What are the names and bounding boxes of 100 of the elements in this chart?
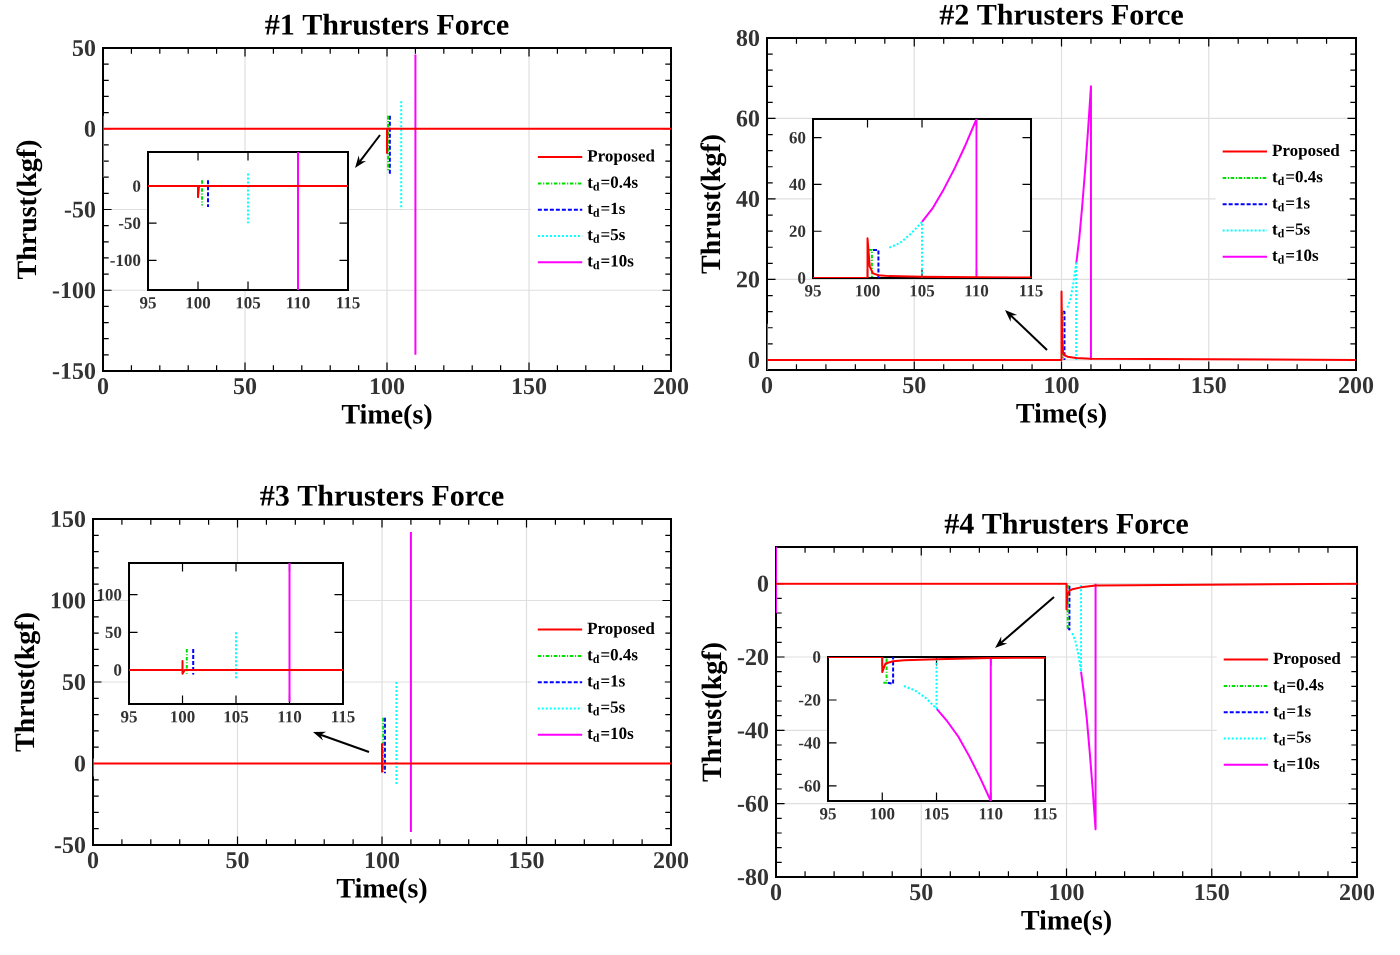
x-tick-label: 105 xyxy=(925,808,949,820)
y-tick-label: 0 xyxy=(748,351,760,369)
x-tick-label: 115 xyxy=(337,297,360,309)
y-axis-title: Thrust(kgf) xyxy=(700,135,727,274)
legend-label: t$_{d}$=1s xyxy=(1272,197,1310,212)
legend-label: t$_{d}$=0.4s xyxy=(1272,170,1323,186)
y-tick-label: -40 xyxy=(737,722,769,739)
y-tick-label: 60 xyxy=(736,110,760,127)
x-axis-title: Time(s) xyxy=(1021,909,1111,936)
x-tick-label: 105 xyxy=(224,711,249,723)
x-tick-label: 100 xyxy=(856,285,880,297)
legend-label: Proposed xyxy=(587,149,655,166)
y-tick-label: -50 xyxy=(118,217,141,229)
x-tick-label: 150 xyxy=(1195,884,1229,901)
y-tick-label: -100 xyxy=(52,282,96,299)
y-tick-label: 0 xyxy=(114,664,122,676)
y-tick-label: -50 xyxy=(54,836,86,854)
chart-title: #1 Thrusters Force xyxy=(265,13,509,35)
y-tick-label: 0 xyxy=(74,755,86,772)
line-series xyxy=(813,237,1032,278)
y-tick-label: 50 xyxy=(105,626,122,639)
chart-title: #2 Thrusters Force xyxy=(939,3,1183,25)
y-tick-label: 0 xyxy=(84,120,96,137)
x-axis-title: Time(s) xyxy=(1016,402,1106,429)
y-tick-label: 100 xyxy=(97,588,122,601)
y-tick-label: 0 xyxy=(798,272,806,284)
x-tick-label: 150 xyxy=(510,852,544,869)
line-series xyxy=(1066,262,1078,361)
y-tick-label: 0 xyxy=(813,651,821,663)
x-tick-label: 115 xyxy=(332,711,355,723)
x-tick-label: 200 xyxy=(1339,377,1374,394)
line-series xyxy=(776,582,1358,611)
line-series xyxy=(828,657,1046,674)
y-axis-title: Thrust(kgf) xyxy=(16,140,43,280)
line-series xyxy=(935,657,992,801)
line-series xyxy=(902,657,938,710)
y-tick-label: 40 xyxy=(736,190,760,208)
y-tick-label: 100 xyxy=(51,592,86,609)
x-tick-label: 100 xyxy=(171,711,195,723)
y-tick-label: 80 xyxy=(736,29,760,47)
legend-label: t$_{d}$=0.4s xyxy=(1273,678,1324,694)
legend-label: t$_{d}$=5s xyxy=(1272,223,1310,238)
x-tick-label: 110 xyxy=(278,711,302,723)
x-tick-label: 50 xyxy=(233,378,257,395)
y-tick-label: -100 xyxy=(110,254,141,267)
x-tick-label: 115 xyxy=(1034,808,1057,820)
y-tick-label: 0 xyxy=(757,575,769,592)
line-series xyxy=(1071,582,1083,673)
x-tick-label: 0 xyxy=(770,884,782,901)
x-tick-label: 200 xyxy=(1340,884,1375,901)
y-axis-title: Thrust(kgf) xyxy=(14,613,41,752)
legend-label: t$_{d}$=0.4s xyxy=(587,176,638,191)
y-tick-label: 20 xyxy=(736,271,760,288)
x-tick-label: 95 xyxy=(139,297,156,309)
legend-label: t$_{d}$=5s xyxy=(587,701,625,716)
y-tick-label: -40 xyxy=(798,737,821,749)
y-axis-title: Thrust(kgf) xyxy=(701,643,728,782)
y-tick-label: 60 xyxy=(789,131,806,144)
y-tick-label: -150 xyxy=(52,362,96,380)
x-tick-label: 115 xyxy=(1020,285,1043,297)
x-tick-label: 50 xyxy=(910,884,933,901)
legend-label: Proposed xyxy=(587,622,655,638)
legend-label: t$_{d}$=5s xyxy=(587,228,625,243)
legend-label: t$_{d}$=1s xyxy=(1273,705,1311,720)
line-series xyxy=(921,118,978,278)
y-tick-label: -20 xyxy=(798,694,821,706)
x-tick-label: 95 xyxy=(819,808,836,820)
y-tick-label: 50 xyxy=(72,39,96,57)
y-tick-label: -60 xyxy=(798,780,821,792)
x-tick-label: 150 xyxy=(1192,377,1226,394)
x-tick-label: 200 xyxy=(654,852,689,869)
y-tick-label: -80 xyxy=(737,868,769,886)
x-tick-label: 50 xyxy=(903,377,926,394)
x-tick-label: 100 xyxy=(365,852,400,869)
legend-label: Proposed xyxy=(1273,652,1341,668)
x-tick-label: 105 xyxy=(236,297,261,309)
y-tick-label: -50 xyxy=(64,201,96,218)
legend-label: t$_{d}$=1s xyxy=(587,675,625,690)
y-tick-label: 150 xyxy=(51,510,86,528)
legend-label: Proposed xyxy=(1272,144,1340,160)
y-tick-label: -60 xyxy=(737,795,769,812)
x-tick-label: 100 xyxy=(870,808,895,820)
legend-label: t$_{d}$=0.4s xyxy=(587,648,638,664)
y-tick-label: 0 xyxy=(133,180,141,192)
legend-label: t$_{d}$=10s xyxy=(587,727,634,742)
y-tick-label: 40 xyxy=(789,178,806,191)
x-tick-label: 100 xyxy=(1050,884,1084,901)
legend-label: t$_{d}$=10s xyxy=(1273,757,1320,772)
x-tick-label: 100 xyxy=(1045,377,1079,394)
chart-title: #3 Thrusters Force xyxy=(260,484,504,506)
chart-title: #4 Thrusters Force xyxy=(944,512,1188,534)
y-tick-label: 20 xyxy=(789,225,806,237)
x-tick-label: 100 xyxy=(186,297,211,309)
x-tick-label: 110 xyxy=(979,808,1003,820)
x-axis-title: Time(s) xyxy=(341,403,432,430)
x-tick-label: 150 xyxy=(512,378,547,395)
x-tick-label: 105 xyxy=(910,285,935,297)
legend-label: t$_{d}$=10s xyxy=(587,255,634,270)
x-tick-label: 95 xyxy=(804,285,821,297)
x-tick-label: 95 xyxy=(120,711,137,723)
